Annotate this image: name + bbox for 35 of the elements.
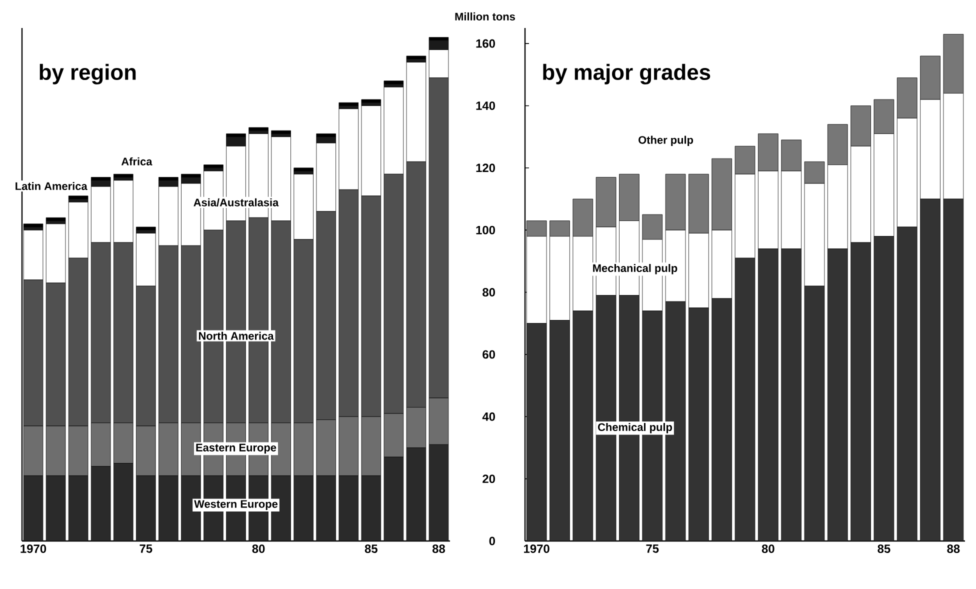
series-label: Mechanical pulp	[593, 264, 678, 274]
series-label: North America	[198, 332, 274, 340]
text: Other pulp	[638, 136, 694, 146]
text: by region	[40, 64, 136, 84]
y-tick-label: 60	[482, 350, 495, 359]
y-tick-label: 120	[476, 164, 495, 172]
x-tick-label: 75	[646, 544, 659, 553]
series-label: Latin America	[16, 182, 88, 190]
y-axis-title: Million tons	[455, 12, 515, 20]
y-tick-label: 160	[476, 39, 495, 48]
x-tick-label: 88	[432, 544, 446, 553]
series-label: Asia/Australasia	[194, 198, 279, 206]
x-tick-label: 1970	[20, 544, 46, 553]
series-label: Africa	[121, 157, 152, 166]
x-tick-label: 85	[878, 544, 890, 553]
bar	[406, 56, 426, 60]
x-tick-label: 80	[252, 544, 265, 553]
y-tick-label: 80	[482, 288, 495, 296]
series-label: Eastern Europe	[196, 444, 276, 454]
x-tick-label: 80	[762, 544, 774, 553]
bar	[136, 226, 156, 230]
y-tick-label: 40	[482, 412, 495, 421]
y-tick-label: 0	[489, 536, 495, 546]
series-label: Chemical pulp	[598, 422, 672, 434]
x-tick-label: 85	[364, 544, 378, 553]
text: by major grades	[543, 64, 710, 84]
series-label: Western Europe	[194, 500, 278, 510]
y-tick-label: 20	[482, 474, 495, 484]
y-tick-label: 140	[476, 101, 495, 110]
y-tick-label: 100	[476, 226, 495, 234]
x-tick-label: 88	[947, 544, 960, 553]
x-tick-label: 75	[140, 544, 152, 553]
x-tick-label: 1970	[524, 544, 550, 553]
bar	[361, 99, 382, 103]
bar	[248, 127, 268, 131]
